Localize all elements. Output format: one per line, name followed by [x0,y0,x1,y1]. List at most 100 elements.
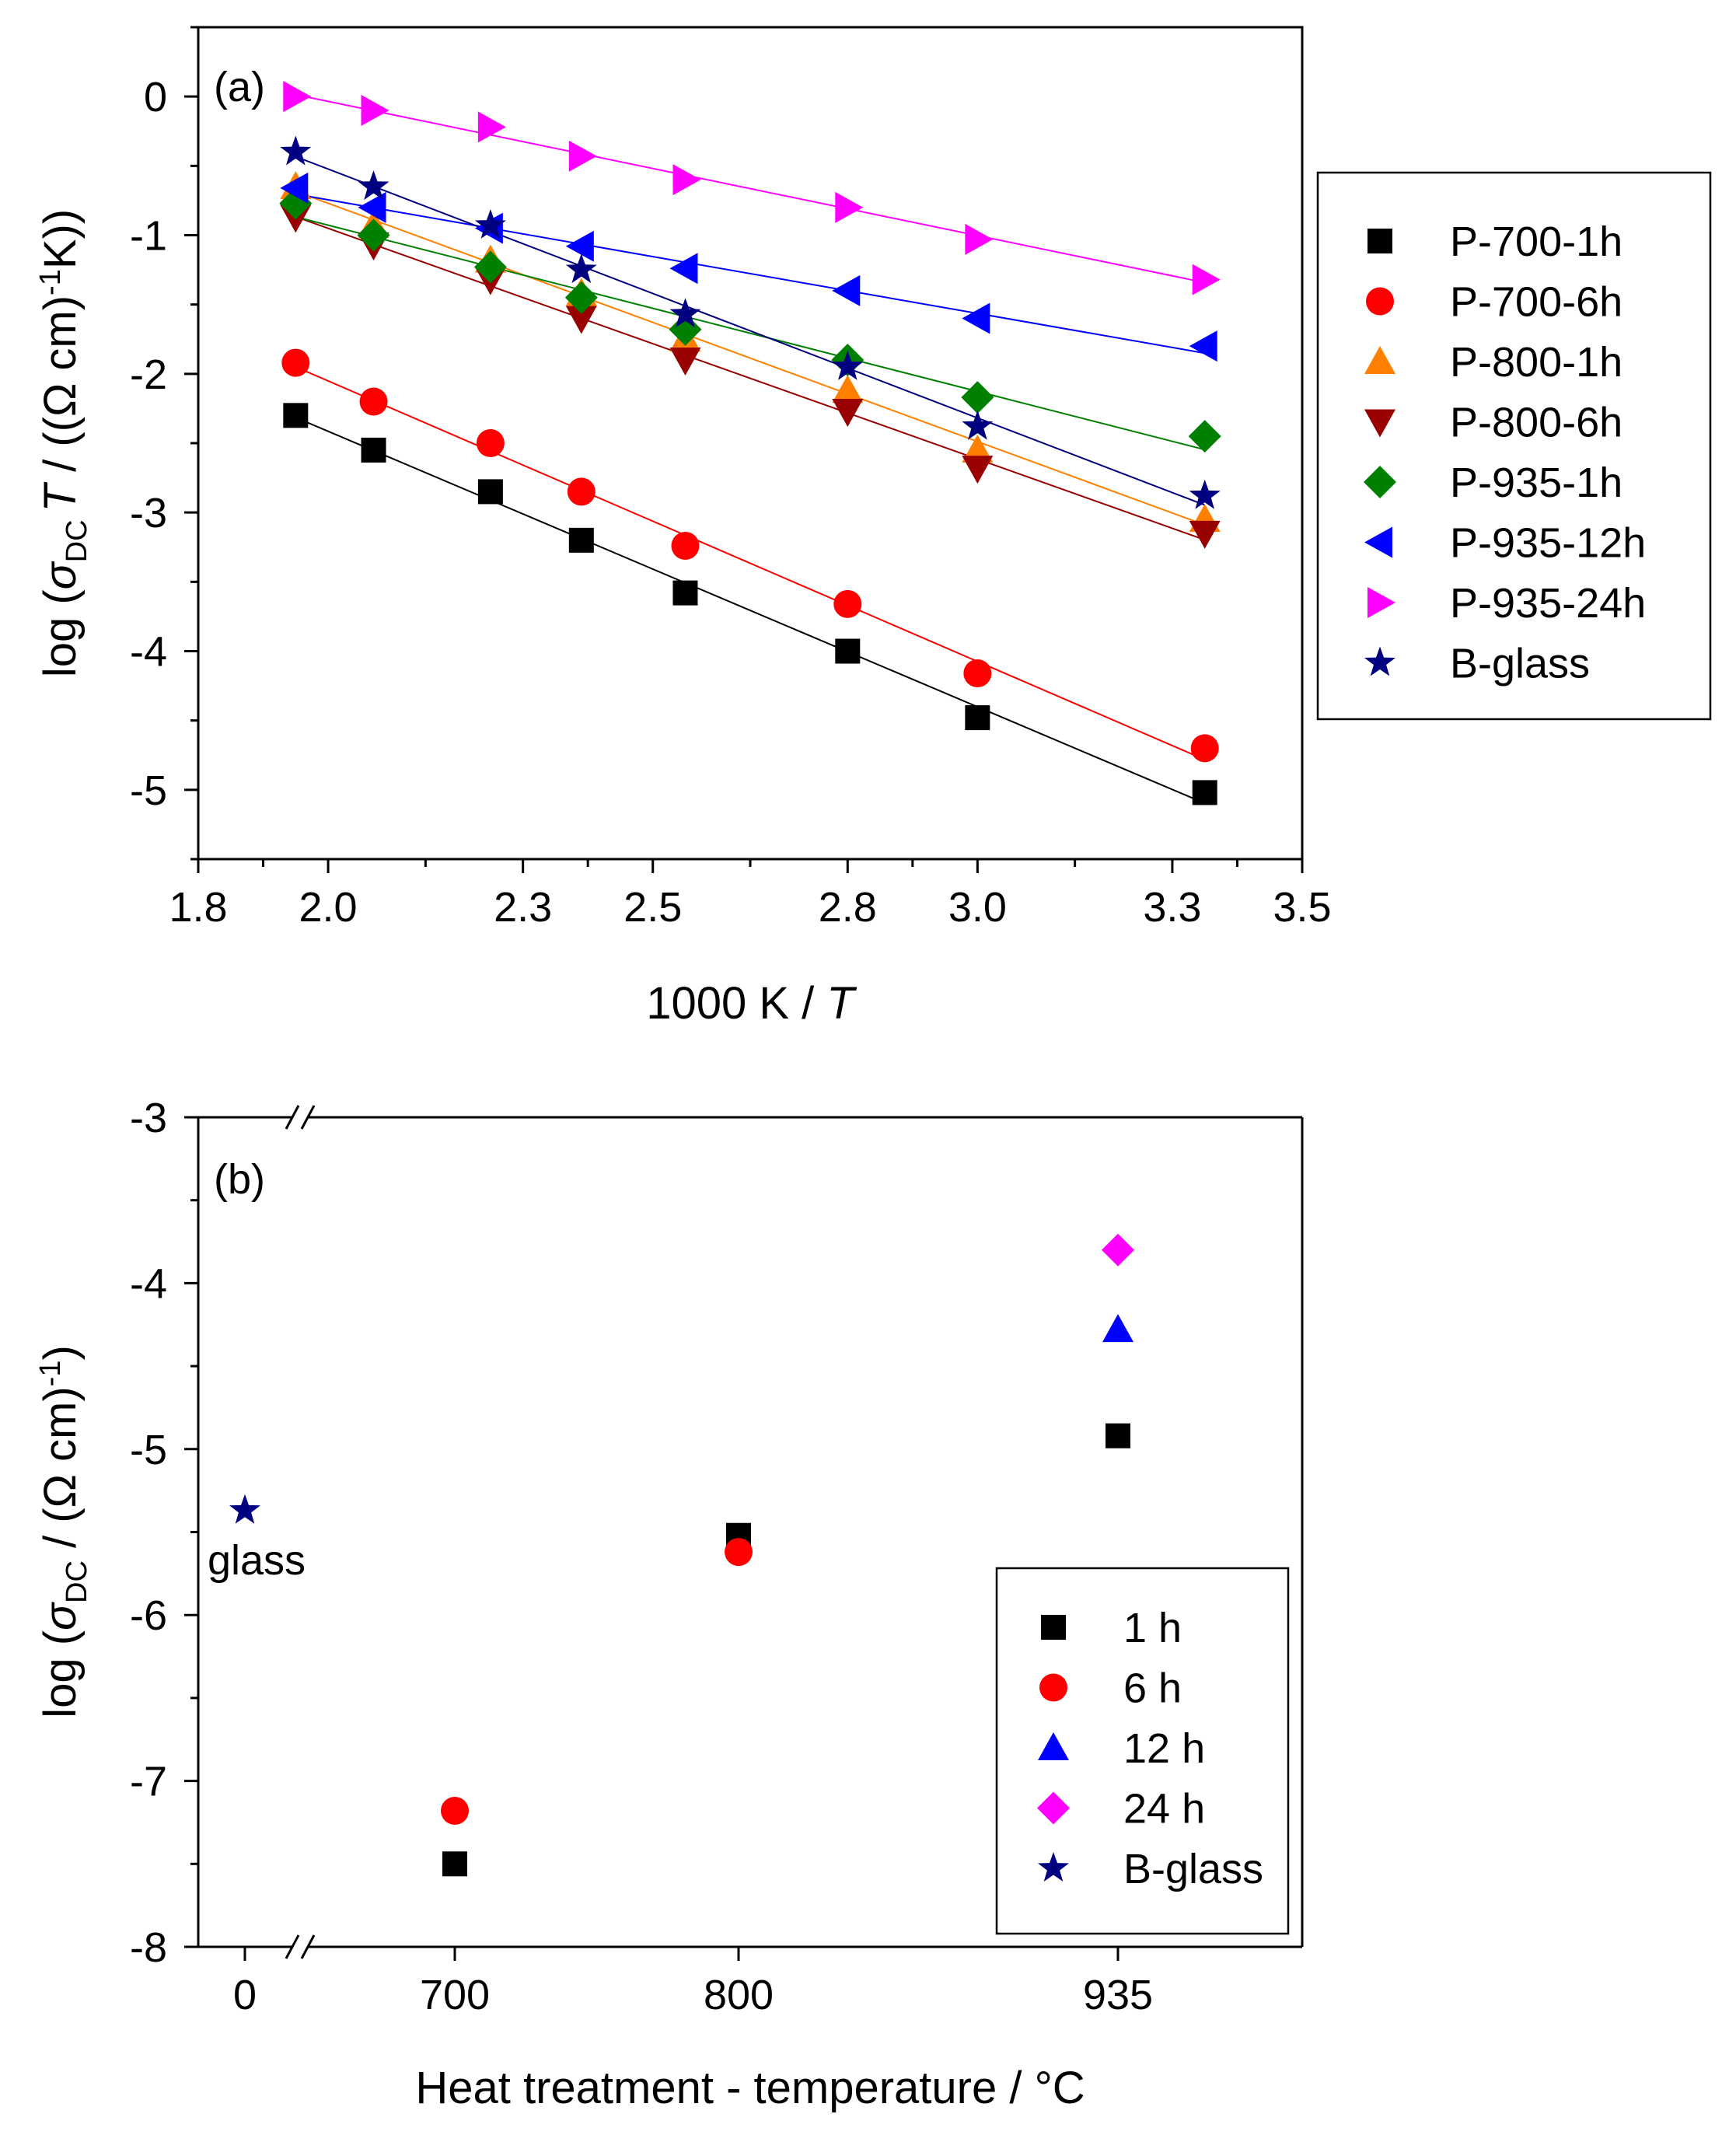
point-p-935-12h [280,172,309,204]
point-6-h-800 [725,1538,753,1567]
point-p-935-1h [564,281,598,314]
y-tick-label-a: -3 [130,490,167,536]
y-tick-label-b: -6 [130,1592,167,1639]
point-p-935-1h [669,313,702,346]
fit-line-p-700-1h [295,417,1206,805]
point-p-935-1h [357,218,390,252]
point-p-935-12h [358,191,386,223]
point-p-935-24h [568,140,597,172]
legend-label-b-glass: B-glass [1450,641,1590,687]
legend-label-12-h: 12 h [1123,1725,1205,1772]
point-p-800-1h [962,434,994,463]
panel-label-a: (a) [214,64,265,110]
x-tick-label-a: 3.5 [1273,884,1331,931]
plot-area-b [229,1233,1134,1877]
point-12-h-935 [1102,1314,1133,1343]
x-axis-title-b: Heat treatment - temperature / °C [415,2063,1085,2113]
point-b-glass [1189,479,1221,509]
point-p-935-1h [1188,420,1221,453]
y-tick-label-b: -8 [130,1924,167,1971]
point-b-glass [832,350,864,380]
fit-line-p-935-24h [295,93,1205,284]
legend-label-24-h: 24 h [1123,1786,1205,1833]
point-p-700-6h [359,387,388,416]
x-tick-label-b: 0 [233,1972,257,2018]
point-p-935-24h [1192,264,1221,295]
legend-marker-1-h [1041,1615,1066,1640]
legend-marker-24-h [1037,1791,1070,1825]
point-p-935-12h [565,230,594,262]
point-6-h-700 [441,1797,469,1826]
point-p-700-1h [835,638,861,664]
legend-marker-6-h [1039,1673,1067,1702]
legend-marker-p-935-12h [1364,526,1392,558]
point-b-glass [280,135,312,166]
legend-label-b-glass: B-glass [1123,1846,1263,1892]
point-p-935-12h [962,302,990,334]
axis-break-top [285,1105,316,1130]
point-p-800-6h [832,398,864,427]
legend-marker-b-glass [1038,1852,1069,1882]
point-b-glass [669,298,701,328]
y-axis-title-b: log (σDC / (Ω cm)-1) [34,1345,93,1718]
legend-label-p-935-12h: P-935-12h [1450,520,1646,567]
x-tick-label-b: 700 [420,1972,490,2018]
x-tick-label-a: 2.3 [494,884,552,931]
point-p-700-6h [963,659,992,688]
y-tick-label-b: -3 [130,1095,167,1141]
point-p-935-24h [477,111,506,143]
y-axis-title-a: log (σDCT / ((Ω cm)-1K)) [34,209,93,677]
point-p-700-6h [281,348,310,377]
y-tick-label-a: -1 [130,213,167,260]
point-p-935-24h [672,164,701,196]
point-p-935-12h [832,274,861,306]
point-b-glass-0 [229,1494,260,1524]
legend-label-6-h: 6 h [1123,1665,1182,1712]
legend-marker-p-700-6h [1366,287,1394,316]
point-p-935-24h [965,223,994,255]
point-p-700-1h [965,705,990,731]
point-p-700-1h [477,479,503,505]
point-p-800-6h [669,348,701,376]
point-p-700-6h [476,429,505,457]
legend-marker-p-700-1h [1367,229,1392,253]
x-tick-label-a: 3.0 [948,884,1007,931]
point-p-935-24h [283,81,312,113]
x-tick-label-b: 935 [1083,1972,1153,2018]
point-p-800-6h [565,306,597,334]
x-tick-label-b: 800 [704,1972,774,2018]
legend-label-p-935-1h: P-935-1h [1450,459,1622,506]
fit-line-p-800-6h [295,215,1206,541]
glass-annotation: glass [208,1537,306,1584]
point-p-800-6h [962,456,994,484]
point-p-700-6h [567,477,596,506]
point-p-800-1h [832,375,864,404]
y-tick-label-a: 0 [144,74,167,121]
x-axis-b: 0 700 800 935 -3 -4 -5 -6 -7 -8 [130,1095,1153,2018]
legend-label-1-h: 1 h [1123,1605,1182,1651]
panel-a: 1.8 2.0 2.3 2.5 2.8 3.0 3.3 3.50-1-2-3-4-5 (a) … [34,26,1712,1029]
legend-label-p-800-6h: P-800-6h [1450,400,1622,446]
y-tick-label-a: -4 [130,629,167,676]
legend-marker-b-glass [1364,646,1395,676]
legend-label-p-935-24h: P-935-24h [1450,580,1646,627]
point-p-700-1h [672,580,698,606]
legend-marker-p-800-1h [1364,346,1395,374]
fit-line-p-935-1h [295,215,1205,451]
point-p-700-6h [833,589,862,618]
point-p-935-24h [361,95,389,126]
y-tick-label-b: -7 [130,1759,167,1805]
point-p-700-1h [568,527,594,553]
y-tick-label-a: -2 [130,351,167,398]
y-tick-label-a: -5 [130,767,167,814]
legend-marker-p-800-6h [1364,409,1395,438]
plot-area-a [279,81,1221,805]
x-axis-a: 1.8 2.0 2.3 2.5 2.8 3.0 3.3 3.5 0 -1 -2 -3 -4 -5 [130,26,1332,931]
y-tick-label-b: -5 [130,1427,167,1473]
fit-line-p-800-1h [295,190,1206,526]
point-p-700-1h [1192,780,1217,805]
x-tick-label-a: 3.3 [1143,884,1201,931]
legend-marker-p-935-1h [1364,466,1396,498]
y-tick-label-b: -4 [130,1260,167,1307]
